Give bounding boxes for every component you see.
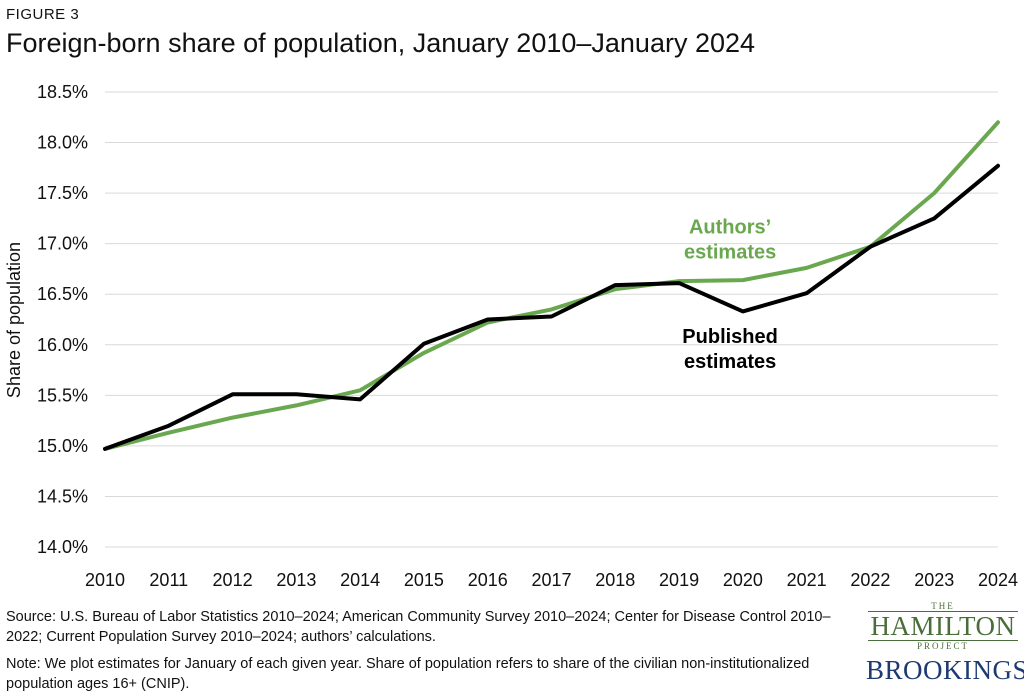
y-tick-label: 16.0% <box>37 335 88 355</box>
source-note: Source: U.S. Bureau of Labor Statistics … <box>6 609 831 645</box>
grid-lines <box>105 91 998 548</box>
y-tick-label: 15.0% <box>37 436 88 456</box>
y-tick-label: 17.0% <box>37 234 88 254</box>
series-labels: Authors’ estimates Published estimates <box>682 217 778 373</box>
x-tick-label: 2019 <box>659 570 699 590</box>
x-tick-label: 2018 <box>595 570 635 590</box>
x-tick-label: 2020 <box>723 570 763 590</box>
hamilton-logo-main: HAMILTON <box>868 611 1018 641</box>
x-tick-label: 2017 <box>531 570 571 590</box>
x-tick-label: 2024 <box>978 570 1018 590</box>
x-tick-label: 2015 <box>404 570 444 590</box>
y-tick-label: 15.5% <box>37 385 88 405</box>
x-tick-label: 2016 <box>468 570 508 590</box>
footnote: Note: We plot estimates for January of e… <box>6 656 810 692</box>
chart-title: Foreign-born share of population, Januar… <box>6 28 756 58</box>
y-axis-ticks: 14.0% 14.5% 15.0% 15.5% 16.0% 16.5% 17.0% 17.5%… <box>37 82 88 557</box>
x-tick-label: 2022 <box>850 570 890 590</box>
authors-estimates-label: estimates <box>684 242 776 264</box>
brookings-logo: BROOKINGS <box>866 655 1024 685</box>
x-tick-label: 2014 <box>340 570 380 590</box>
x-tick-label: 2013 <box>276 570 316 590</box>
authors-estimates-label: Authors’ <box>689 217 771 239</box>
published-estimates-label: estimates <box>684 351 776 373</box>
figure-label: FIGURE 3 <box>6 6 80 23</box>
y-axis-label: Share of population <box>4 242 24 398</box>
y-tick-label: 14.0% <box>37 537 88 557</box>
x-tick-label: 2011 <box>149 570 188 590</box>
published-estimates-label: Published <box>682 326 778 348</box>
authors-estimates-line <box>103 120 1000 451</box>
x-axis-ticks: 2010 2011 2012 2013 2014 2015 2016 2017 2018 2019… <box>85 570 1018 590</box>
hamilton-logo-bottom: PROJECT <box>916 641 969 651</box>
series-lines <box>103 120 1000 451</box>
x-tick-label: 2012 <box>213 570 253 590</box>
hamilton-project-logo: THE HAMILTON PROJECT <box>868 601 1018 651</box>
y-tick-label: 18.0% <box>37 133 88 153</box>
y-tick-label: 14.5% <box>37 486 88 506</box>
x-tick-label: 2023 <box>914 570 954 590</box>
x-tick-label: 2021 <box>787 570 827 590</box>
y-tick-label: 16.5% <box>37 284 88 304</box>
line-chart: 14.0% 14.5% 15.0% 15.5% 16.0% 16.5% 17.0% 17.5%… <box>4 82 1018 590</box>
y-tick-label: 18.5% <box>37 82 88 102</box>
hamilton-logo-top: THE <box>931 601 955 611</box>
y-tick-label: 17.5% <box>37 183 88 203</box>
x-tick-label: 2010 <box>85 570 125 590</box>
